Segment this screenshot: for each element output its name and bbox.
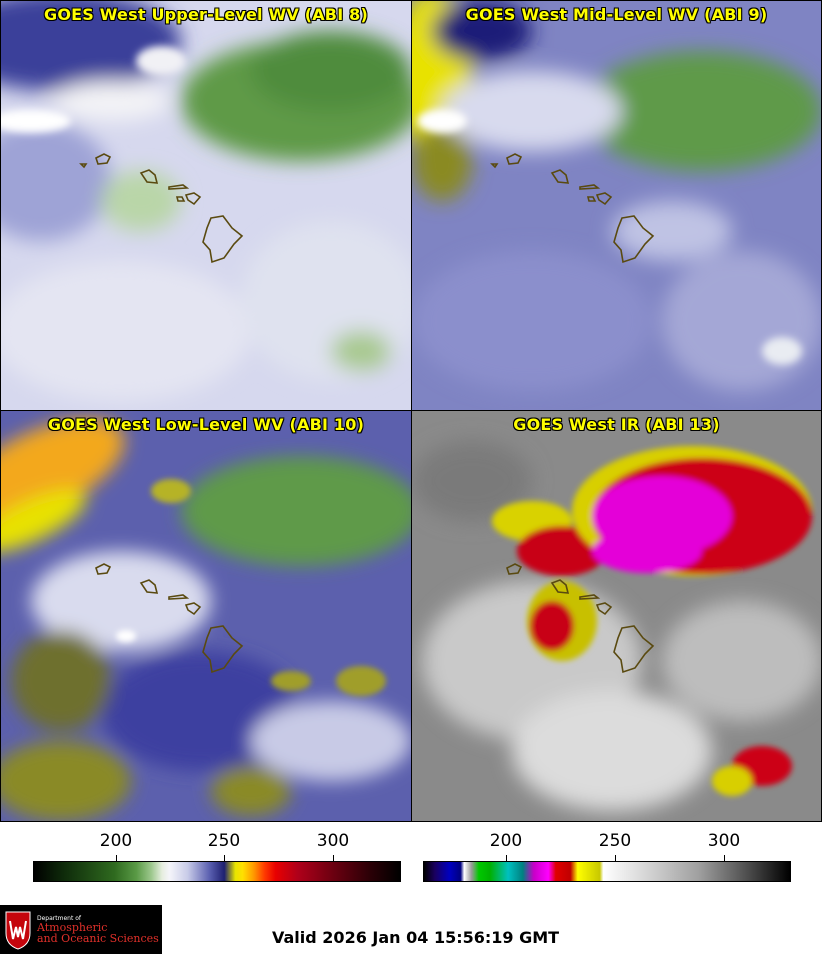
panel-title: GOES West Upper-Level WV (ABI 8)	[44, 5, 368, 24]
logo-line3: and Oceanic Sciences	[37, 932, 159, 945]
colorbar-ir-tick: 250	[598, 831, 632, 851]
colorbar-ir-tick: 200	[489, 831, 523, 851]
low-level-wv-image	[1, 411, 411, 821]
colorbar-ir-tick-mark	[724, 855, 725, 861]
panel-ir: GOES West IR (ABI 13)	[411, 410, 822, 822]
colorbar-wv-tick: 250	[207, 831, 241, 851]
colorbar-ir-tick: 300	[707, 831, 741, 851]
panel-title: GOES West Mid-Level WV (ABI 9)	[465, 5, 768, 24]
logo-line1: Department of	[37, 915, 81, 922]
colorbar-ir-tick-mark	[615, 855, 616, 861]
colorbar-wv-tick: 200	[99, 831, 133, 851]
panel-low-level-wv: GOES West Low-Level WV (ABI 10)	[0, 410, 412, 822]
panel-title: GOES West IR (ABI 13)	[513, 415, 720, 434]
colorbar-wv-tick-mark	[116, 855, 117, 861]
ir-image	[412, 411, 821, 821]
colorbar-wv-tick: 300	[316, 831, 350, 851]
colorbar-wv-tick-mark	[333, 855, 334, 861]
colorbar-wv-tick-mark	[224, 855, 225, 861]
upper-level-wv-image	[1, 1, 411, 410]
mid-level-wv-image	[412, 1, 821, 410]
colorbar-ir-ticks: 200 250 300	[423, 825, 791, 861]
colorbar-wv-ticks: 200 250 300	[33, 825, 401, 861]
panel-mid-level-wv: GOES West Mid-Level WV (ABI 9)	[411, 0, 822, 411]
uw-crest-icon	[5, 911, 31, 950]
colorbar-wv: 200 250 300	[33, 825, 401, 885]
logo-text: Department of Atmospheric and Oceanic Sc…	[37, 915, 159, 944]
colorbar-ir-gradient	[423, 861, 791, 882]
panel-title: GOES West Low-Level WV (ABI 10)	[47, 415, 365, 434]
logo-line2: Atmospheric	[37, 921, 108, 934]
colorbar-wv-gradient	[33, 861, 401, 882]
panel-upper-level-wv: GOES West Upper-Level WV (ABI 8)	[0, 0, 412, 411]
colorbar-ir-tick-mark	[506, 855, 507, 861]
aos-logo: Department of Atmospheric and Oceanic Sc…	[0, 905, 162, 954]
valid-time: Valid 2026 Jan 04 15:56:19 GMT	[272, 928, 560, 947]
colorbar-ir: 200 250 300	[423, 825, 791, 885]
